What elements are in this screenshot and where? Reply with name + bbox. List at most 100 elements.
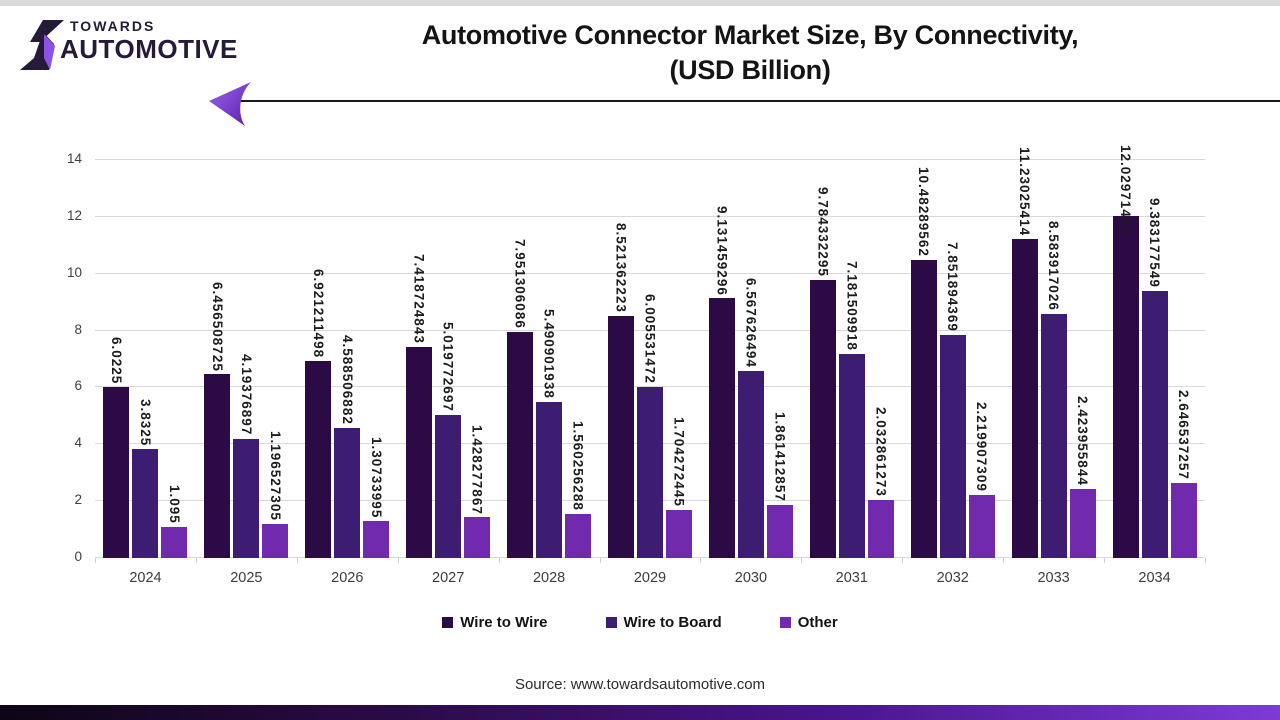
bottom-gradient-bar	[0, 705, 1280, 720]
bar-wire-to-wire	[809, 279, 836, 558]
legend-item: Wire to Board	[605, 614, 722, 631]
bar-value-label: 1.861412857	[772, 412, 788, 503]
bar-wire-to-board	[1141, 291, 1168, 558]
y-axis-tick-label: 8	[74, 321, 82, 337]
bar-value-label: 1.428277867	[469, 424, 485, 515]
bar-value-label: 9.784332295	[815, 187, 831, 277]
gridline	[95, 329, 1205, 331]
y-axis-tick-label: 14	[66, 151, 82, 166]
bar-wire-to-board	[939, 334, 966, 558]
bar-value-label: 7.181509918	[844, 261, 860, 351]
y-axis-tick-label: 2	[74, 492, 82, 508]
x-axis-label: 2026	[331, 570, 364, 586]
bar-value-label: 1.704272445	[671, 416, 687, 507]
top-border-strip	[0, 0, 1280, 6]
legend-label: Wire to Wire	[460, 614, 548, 631]
bar-other	[766, 505, 793, 558]
logo: TOWARDS AUTOMOTIVE	[20, 16, 250, 78]
legend-label: Other	[797, 614, 838, 631]
arrow-icon	[209, 82, 251, 126]
bar-other	[968, 494, 995, 558]
legend-swatch-icon	[779, 617, 791, 628]
bar-wire-to-wire	[1011, 238, 1038, 558]
bar-other	[363, 520, 390, 558]
bar-wire-to-board	[737, 371, 764, 558]
x-axis-tick	[801, 558, 803, 563]
x-axis-tick	[95, 558, 96, 563]
bar-other	[565, 513, 592, 558]
x-axis-tick	[700, 558, 702, 563]
legend-swatch-icon	[442, 617, 454, 628]
y-axis-tick-label: 10	[66, 264, 82, 280]
bar-value-label: 3.8325	[137, 398, 153, 447]
x-axis-tick	[195, 558, 197, 563]
source-text: Source: www.towardsautomotive.com	[514, 676, 766, 693]
bar-value-label: 4.588506882	[339, 334, 355, 425]
x-axis-label: 2031	[835, 570, 868, 586]
bar-wire-to-wire	[1112, 216, 1139, 558]
bar-value-label: 2.423955844	[1075, 396, 1091, 487]
x-axis-label: 2029	[633, 570, 667, 586]
x-axis-tick	[1104, 558, 1106, 563]
bar-value-label: 5.490901938	[541, 309, 557, 399]
bar-other	[262, 524, 289, 558]
bar-value-label: 6.0225	[108, 336, 124, 384]
chart-title: Automotive Connector Market Size, By Con…	[220, 18, 1280, 88]
legend-label: Wire to Board	[623, 614, 722, 631]
x-axis-label: 2030	[734, 570, 768, 586]
bar-value-label: 1.196527305	[267, 431, 283, 521]
bar-wire-to-wire	[204, 374, 231, 558]
gridline	[95, 159, 1205, 160]
logo-towards: TOWARDS	[70, 18, 156, 34]
x-axis-label: 2027	[432, 570, 465, 586]
x-axis-label: 2033	[1037, 570, 1070, 586]
y-axis-tick-label: 4	[74, 435, 82, 451]
bar-value-label: 7.418724843	[411, 254, 427, 345]
bar-other	[1170, 482, 1197, 558]
bar-value-label: 2.032861273	[873, 407, 889, 498]
bar-wire-to-wire	[103, 386, 130, 558]
bar-value-label: 2.646537257	[1176, 389, 1192, 480]
x-axis-label: 2025	[230, 570, 263, 586]
bar-wire-to-board	[435, 415, 462, 558]
bar-value-label: 5.019772697	[440, 322, 456, 413]
bar-value-label: 8.583917026	[1046, 221, 1062, 311]
bar-value-label: 10.48289562	[916, 167, 932, 257]
y-axis-tick-label: 12	[66, 207, 82, 223]
x-axis-tick	[397, 558, 399, 563]
bar-other	[666, 509, 692, 558]
logo-automotive: AUTOMOTIVE	[60, 34, 238, 64]
bar-value-label: 9.383177549	[1147, 198, 1163, 289]
y-axis-tick-label: 0	[74, 549, 82, 564]
x-axis-tick	[1205, 558, 1206, 563]
bar-value-label: 7.951306086	[512, 239, 528, 329]
bar-value-label: 4.19376897	[238, 354, 254, 436]
bar-value-label: 6.921211498	[310, 269, 326, 359]
x-axis-tick	[599, 558, 601, 563]
x-axis-tick	[498, 558, 500, 563]
bar-wire-to-board	[536, 401, 563, 558]
gridline	[95, 215, 1205, 217]
bar-value-label: 9.131459296	[714, 205, 730, 296]
y-axis-tick-label: 6	[74, 378, 82, 394]
legend-item: Other	[779, 614, 838, 631]
gridline	[95, 386, 1205, 388]
bar-value-label: 1.560256288	[570, 420, 586, 511]
bar-wire-to-board	[1040, 313, 1067, 558]
bar-wire-to-board	[132, 449, 159, 558]
x-axis-label: 2032	[936, 570, 969, 586]
bar-wire-to-wire	[910, 260, 937, 558]
bar-wire-to-board	[334, 427, 361, 558]
bar-value-label: 6.005531472	[642, 294, 658, 385]
bar-other	[867, 500, 894, 558]
logo-a-icon	[20, 20, 64, 70]
bar-value-label: 12.02971481	[1118, 145, 1134, 235]
chart-title-line1: Automotive Connector Market Size, By Con…	[421, 20, 1079, 50]
divider-line	[238, 100, 1280, 102]
bar-value-label: 6.567626494	[743, 278, 759, 369]
x-axis-tick	[902, 558, 904, 563]
bar-value-label: 2.219907309	[974, 402, 990, 492]
x-axis-tick	[1003, 558, 1005, 563]
bar-wire-to-wire	[406, 347, 433, 558]
x-axis-label: 2024	[129, 570, 162, 586]
